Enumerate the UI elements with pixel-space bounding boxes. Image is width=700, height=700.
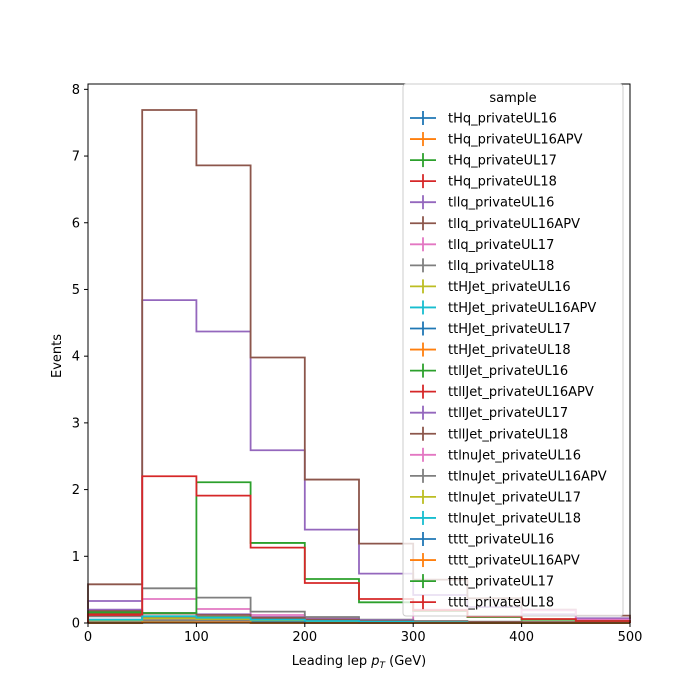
legend-entries: tHq_privateUL16 tHq_privateUL16APV tHq_pri…: [410, 111, 607, 611]
legend-entry: tHq_privateUL18: [410, 174, 557, 190]
x-axis-label-text: Leading lep: [292, 654, 367, 669]
legend-entry: tHq_privateUL16: [410, 111, 557, 127]
y-tick-label: 4: [72, 350, 80, 365]
legend-entry: ttHJet_privateUL17: [410, 321, 571, 337]
y-axis-ticks: 0 1 2 3 4 5 6 7 8: [72, 83, 88, 632]
x-tick-label: 100: [184, 630, 209, 645]
legend-label: ttHJet_privateUL16: [448, 280, 571, 295]
legend-label: tHq_privateUL17: [448, 154, 557, 169]
x-tick-label: 400: [509, 630, 534, 645]
legend-label: ttllJet_privateUL18: [448, 427, 568, 442]
legend-entry: ttllJet_privateUL16APV: [410, 384, 594, 400]
legend-label: tttt_privateUL17: [448, 575, 554, 590]
legend-label: ttlnuJet_privateUL17: [448, 490, 581, 505]
legend-label: ttlnuJet_privateUL16: [448, 448, 581, 463]
legend-label: tHq_privateUL18: [448, 175, 557, 190]
legend-label: tllq_privateUL17: [448, 238, 554, 253]
y-tick-label: 5: [72, 283, 80, 298]
legend-entry: tttt_privateUL16: [410, 532, 554, 548]
legend-label: tllq_privateUL16APV: [448, 217, 580, 232]
legend-entry: ttHJet_privateUL16: [410, 279, 571, 295]
legend-label: ttHJet_privateUL17: [448, 322, 571, 337]
legend: sample tHq_privateUL16 tHq_privateUL16APV…: [402, 83, 624, 617]
legend-entry: ttlnuJet_privateUL17: [410, 489, 581, 505]
y-tick-label: 3: [72, 416, 80, 431]
y-tick-label: 7: [72, 150, 80, 165]
legend-label: tttt_privateUL16APV: [448, 554, 580, 569]
legend-entry: tHq_privateUL16APV: [410, 132, 583, 148]
legend-entry: tttt_privateUL17: [410, 574, 554, 590]
legend-title: sample: [489, 91, 536, 106]
y-tick-label: 6: [72, 216, 80, 231]
y-tick-label: 8: [72, 83, 80, 98]
legend-label: ttlnuJet_privateUL16APV: [448, 469, 607, 484]
legend-label: tttt_privateUL18: [448, 596, 554, 611]
legend-entry: tllq_privateUL16: [410, 195, 554, 211]
x-tick-label: 500: [618, 630, 643, 645]
legend-label: ttHJet_privateUL16APV: [448, 301, 596, 316]
legend-frame: [402, 83, 624, 617]
legend-entry: ttlnuJet_privateUL16APV: [410, 468, 607, 484]
y-tick-label: 1: [72, 550, 80, 565]
legend-entry: ttllJet_privateUL18: [410, 426, 568, 442]
legend-label: tHq_privateUL16: [448, 112, 557, 127]
legend-entry: ttHJet_privateUL16APV: [410, 300, 596, 316]
legend-entry: tllq_privateUL17: [410, 237, 554, 253]
x-tick-label: 0: [84, 630, 92, 645]
legend-entry: tllq_privateUL16APV: [410, 216, 580, 232]
legend-entry: ttllJet_privateUL16: [410, 363, 568, 379]
y-tick-label: 0: [72, 617, 80, 632]
x-axis-label: Leading lep pT (GeV): [292, 654, 426, 672]
x-axis-label-sub: T: [379, 661, 386, 671]
axes-frame: [87, 83, 631, 624]
legend-label: ttlnuJet_privateUL18: [448, 511, 581, 526]
legend-entry: ttlnuJet_privateUL18: [410, 510, 581, 526]
legend-label: ttHJet_privateUL18: [448, 343, 571, 358]
legend-label: tllq_privateUL16: [448, 196, 554, 211]
x-axis-label-var: p: [370, 654, 379, 669]
legend-entry: ttllJet_privateUL17: [410, 405, 568, 421]
y-axis-label: Events: [50, 334, 65, 378]
legend-entry: tttt_privateUL16APV: [410, 553, 580, 569]
legend-label: tttt_privateUL16: [448, 533, 554, 548]
legend-entry: tllq_privateUL18: [410, 258, 554, 274]
legend-entry: tHq_privateUL17: [410, 153, 557, 169]
legend-entry: ttHJet_privateUL18: [410, 342, 571, 358]
legend-label: ttllJet_privateUL17: [448, 406, 568, 421]
y-tick-label: 2: [72, 483, 80, 498]
legend-label: ttllJet_privateUL16: [448, 364, 568, 379]
x-axis-ticks: 0 100 200 300 400 500: [84, 623, 643, 645]
series-line-tttt_privateUL18: [87, 475, 631, 623]
legend-label: tHq_privateUL16APV: [448, 133, 583, 148]
legend-label: tllq_privateUL18: [448, 259, 554, 274]
x-axis-label-unit: (GeV): [389, 654, 426, 669]
x-tick-label: 200: [292, 630, 317, 645]
x-tick-label: 300: [401, 630, 426, 645]
legend-label: ttllJet_privateUL16APV: [448, 385, 594, 400]
legend-entry: ttlnuJet_privateUL16: [410, 447, 581, 463]
legend-entry: tttt_privateUL18: [410, 595, 554, 611]
